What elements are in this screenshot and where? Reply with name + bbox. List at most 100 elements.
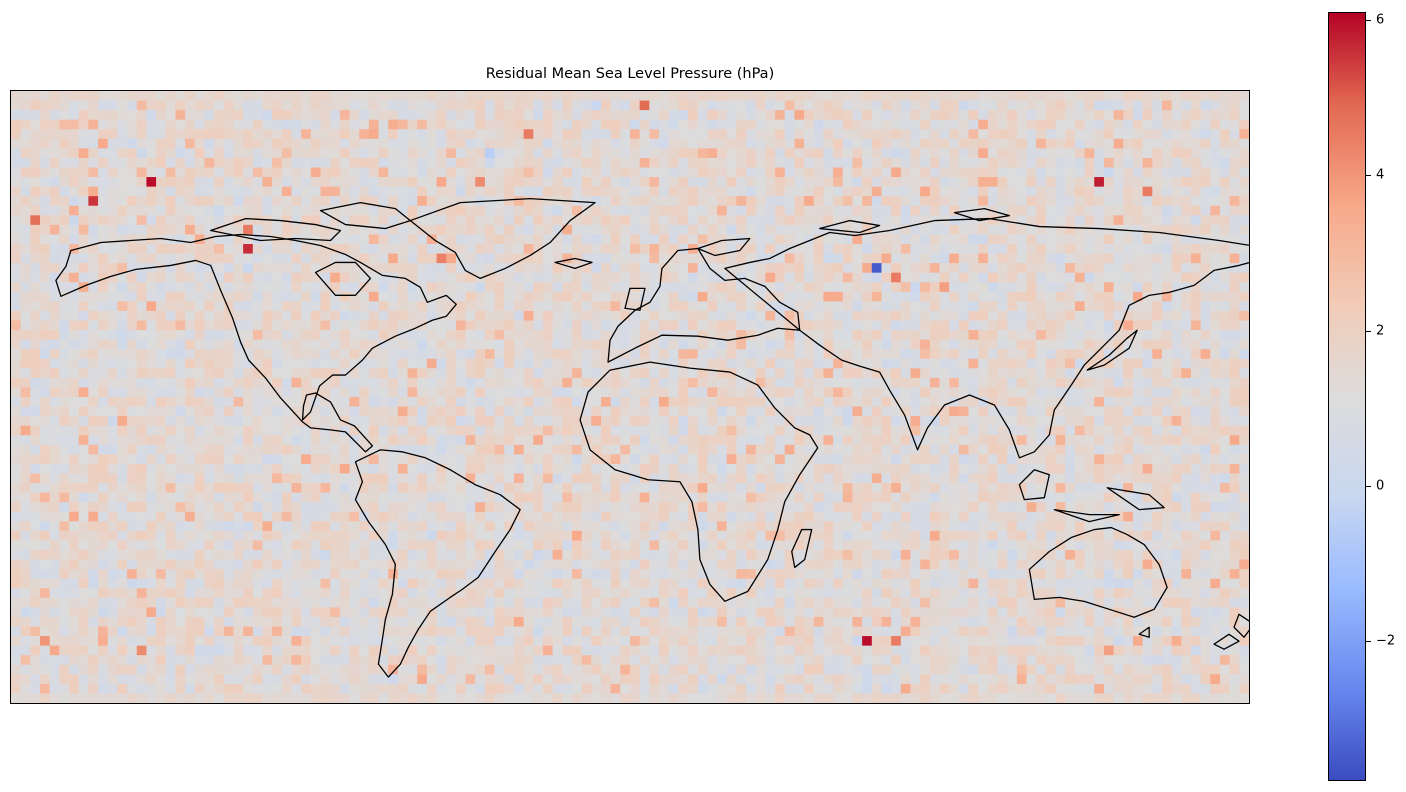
grid-cell: [1084, 454, 1095, 465]
grid-cell: [368, 244, 380, 255]
grid-cell: [156, 358, 167, 369]
grid-cell: [223, 167, 235, 178]
grid-cell: [407, 310, 418, 322]
grid-cell: [523, 320, 534, 331]
grid-cell: [1094, 234, 1105, 245]
grid-cell: [707, 320, 718, 331]
grid-cell: [1123, 406, 1134, 417]
grid-cell: [484, 310, 496, 322]
grid-cell: [1210, 444, 1221, 455]
grid-cell: [891, 358, 902, 369]
grid-cell: [1016, 444, 1028, 455]
grid-cell: [929, 435, 941, 446]
grid-cell: [513, 234, 525, 245]
grid-cell: [301, 186, 312, 197]
grid-cell: [717, 444, 728, 455]
grid-cell: [949, 301, 960, 312]
grid-cell: [823, 272, 834, 283]
grid-cell: [833, 416, 844, 427]
grid-cell: [49, 358, 60, 369]
grid-cell: [562, 349, 573, 360]
grid-cell: [542, 205, 554, 216]
grid-cell: [359, 291, 370, 302]
grid-cell: [494, 186, 505, 197]
grid-cell: [1113, 244, 1124, 255]
grid-cell: [117, 196, 128, 207]
grid-cell: [368, 387, 380, 398]
grid-cell: [746, 310, 757, 322]
grid-cell: [929, 406, 941, 417]
grid-cell: [581, 339, 592, 350]
grid-cell: [1219, 138, 1231, 149]
grid-cell: [1094, 406, 1105, 417]
grid-cell: [523, 444, 534, 455]
grid-cell: [98, 205, 109, 216]
grid-cell: [426, 138, 438, 149]
grid-cell: [688, 224, 699, 236]
grid-cell: [388, 253, 399, 264]
grid-cell: [775, 444, 786, 455]
grid-cell: [1045, 425, 1057, 436]
grid-cell: [813, 387, 825, 398]
grid-cell: [117, 320, 128, 331]
grid-cell: [40, 234, 51, 245]
grid-cell: [243, 301, 254, 312]
grid-cell: [436, 339, 447, 350]
grid-cell: [591, 291, 602, 302]
grid-cell: [958, 157, 970, 169]
grid-cell: [523, 167, 534, 178]
grid-cell: [339, 177, 351, 188]
grid-cell: [407, 358, 418, 369]
grid-cell: [1094, 148, 1105, 159]
grid-cell: [281, 244, 293, 255]
grid-cell: [291, 100, 302, 111]
grid-cell: [591, 253, 602, 264]
grid-cell: [784, 358, 796, 369]
grid-cell: [233, 291, 244, 302]
grid-cell: [117, 148, 128, 159]
grid-cell: [1142, 119, 1153, 130]
grid-cell: [513, 110, 525, 121]
grid-cell: [49, 368, 60, 379]
grid-cell: [272, 196, 283, 207]
grid-cell: [349, 291, 360, 302]
grid-cell: [465, 368, 476, 379]
grid-cell: [484, 148, 496, 159]
grid-cell: [659, 138, 670, 149]
grid-cell: [920, 186, 931, 197]
grid-cell: [871, 397, 883, 408]
grid-cell: [697, 425, 708, 436]
grid-cell: [117, 387, 128, 398]
grid-cell: [194, 186, 206, 197]
grid-cell: [804, 186, 815, 197]
grid-cell: [1055, 368, 1066, 379]
grid-cell: [804, 224, 815, 236]
grid-cell: [320, 177, 331, 188]
grid-cell: [40, 253, 51, 264]
grid-cell: [504, 244, 515, 255]
grid-cell: [900, 320, 912, 331]
grid-cell: [475, 282, 486, 293]
grid-cell: [1210, 186, 1221, 197]
grid-cell: [910, 244, 921, 255]
grid-cell: [175, 196, 186, 207]
grid-cell: [243, 272, 254, 283]
grid-cell: [175, 110, 186, 121]
grid-cell: [794, 177, 805, 188]
grid-cell: [823, 196, 834, 207]
grid-cell: [378, 349, 389, 360]
grid-cell: [881, 397, 892, 408]
grid-cell: [11, 463, 22, 475]
grid-cell: [881, 444, 892, 455]
grid-cell: [436, 244, 447, 255]
grid-cell: [214, 377, 225, 389]
grid-cell: [214, 406, 225, 417]
grid-cell: [59, 272, 70, 283]
grid-cell: [1142, 330, 1153, 341]
grid-cell: [610, 416, 621, 427]
grid-cell: [523, 177, 534, 188]
grid-cell: [591, 435, 602, 446]
grid-cell: [388, 358, 399, 369]
grid-cell: [804, 406, 815, 417]
grid-cell: [1239, 110, 1249, 121]
